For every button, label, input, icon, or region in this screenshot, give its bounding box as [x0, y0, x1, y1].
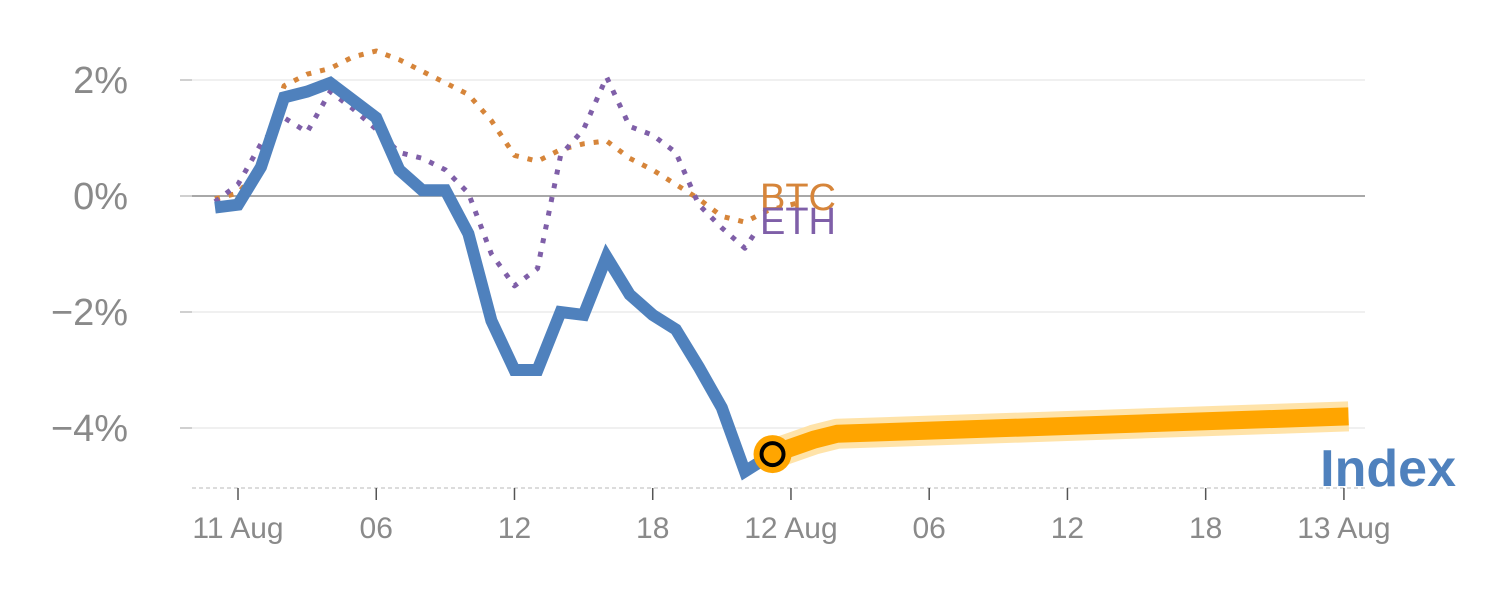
forecast-series-line — [769, 407, 1349, 463]
x-tick-label: 18 — [1189, 512, 1222, 545]
y-tick-label: 0% — [73, 176, 128, 218]
y-tick-label: −4% — [51, 408, 128, 450]
grid-lines — [192, 79, 1365, 429]
plot-series — [213, 48, 1350, 481]
x-tick-label: 18 — [636, 512, 669, 545]
x-tick-label: 11 Aug — [192, 512, 283, 545]
x-axis: 11 Aug 06 12 18 12 Aug 06 12 18 13 Aug — [192, 487, 1391, 545]
y-tick-label: 2% — [73, 60, 128, 102]
index-label: Index — [1320, 440, 1456, 498]
x-tick-label: 06 — [360, 512, 393, 545]
btc-series-line — [214, 48, 804, 225]
index-series-line — [214, 76, 776, 481]
eth-label: ETH — [760, 201, 836, 243]
y-tick-label: −2% — [51, 292, 128, 334]
btc-label: BTC — [760, 177, 836, 219]
x-tick-label: 06 — [913, 512, 946, 545]
x-tick-label: 12 Aug — [744, 512, 837, 545]
x-tick-label: 12 — [498, 512, 531, 545]
x-tick-label: 13 Aug — [1297, 512, 1390, 545]
x-tick-label: 12 — [1051, 512, 1084, 545]
current-marker — [759, 441, 786, 468]
y-axis: 2% 0% −2% −4% — [51, 60, 192, 450]
eth-series-line — [213, 74, 759, 289]
